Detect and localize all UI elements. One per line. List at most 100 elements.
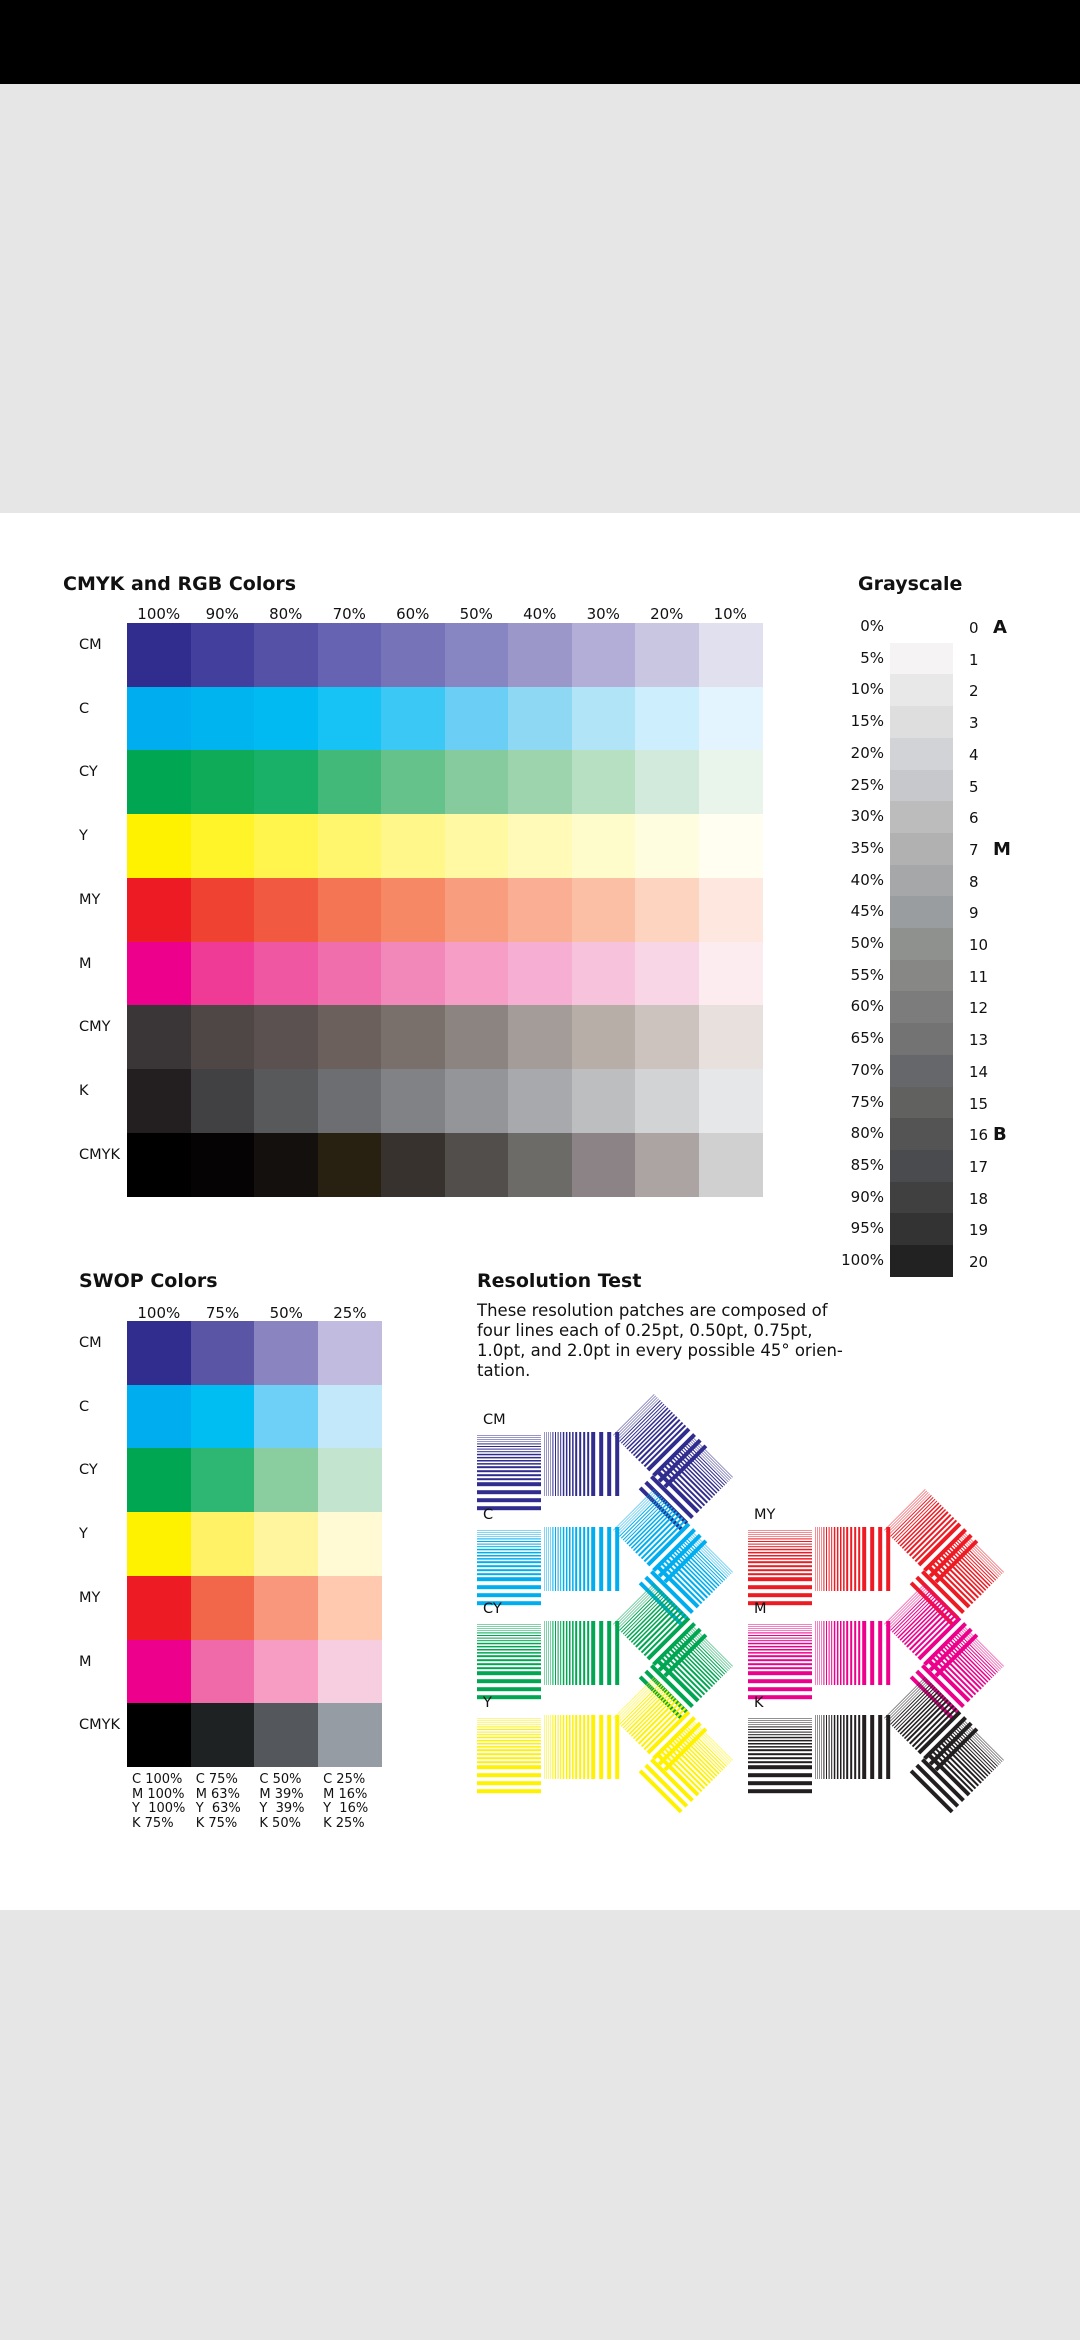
resolution-patch-label: M xyxy=(754,1601,767,1617)
swop-swatch xyxy=(190,1448,255,1513)
resolution-patch xyxy=(477,1394,733,1531)
cmyk-swatch xyxy=(254,814,319,879)
grayscale-step-number: 11 xyxy=(969,967,989,986)
swop-swatch xyxy=(190,1639,255,1704)
cmyk-swatch xyxy=(381,1068,446,1134)
swop-swatch xyxy=(190,1575,255,1641)
swop-swatch xyxy=(318,1448,383,1513)
cmyk-column-header: 60% xyxy=(396,605,430,623)
grayscale-percent-label: 95% xyxy=(850,1219,884,1238)
cmyk-swatch xyxy=(190,941,255,1006)
grayscale-step-number: 2 xyxy=(969,682,979,701)
grayscale-percent-label: 0% xyxy=(860,617,884,635)
resolution-patch-label: C xyxy=(483,1507,494,1523)
swop-ink-values: C 50% M 39% Y 39% K 50% xyxy=(259,1772,305,1831)
cmyk-swatch xyxy=(127,941,192,1006)
grayscale-swatch xyxy=(890,642,953,675)
cmyk-swatch xyxy=(254,750,319,815)
cmyk-row-label: K xyxy=(79,1082,89,1099)
swop-swatch xyxy=(127,1321,192,1386)
patch-diagonal-lines-a xyxy=(613,1677,708,1772)
grayscale-percent-label: 50% xyxy=(850,934,884,952)
cmyk-swatch xyxy=(254,877,319,943)
cmyk-swatch xyxy=(571,1005,636,1070)
cmyk-swatch xyxy=(571,623,636,688)
resolution-patch xyxy=(477,1677,733,1814)
cmyk-swatch xyxy=(317,1132,382,1197)
resolution-section-title: Resolution Test xyxy=(477,1270,642,1292)
cmyk-swatch xyxy=(698,1005,763,1070)
grayscale-marker-letter: M xyxy=(993,838,1011,860)
grayscale-swatch xyxy=(890,706,953,739)
cmyk-swatch xyxy=(635,877,700,943)
cmyk-swatch xyxy=(127,1005,192,1070)
cmyk-swatch xyxy=(571,941,636,1006)
cmyk-swatch xyxy=(444,941,509,1006)
patch-horizontal-lines xyxy=(477,1435,541,1511)
cmyk-swatch xyxy=(190,686,255,751)
cmyk-swatch xyxy=(317,623,382,688)
cmyk-swatch xyxy=(254,686,319,751)
cmyk-swatch xyxy=(508,877,573,943)
cmyk-swatch xyxy=(381,750,446,815)
grayscale-swatch xyxy=(890,1213,953,1246)
cmyk-row-label: CMY xyxy=(79,1019,111,1036)
swop-swatch xyxy=(190,1321,255,1386)
cmyk-row-label: MY xyxy=(79,891,101,908)
patch-diagonal-lines-b xyxy=(909,1719,1004,1814)
cmyk-swatch xyxy=(190,1132,255,1197)
cmyk-swatch xyxy=(381,814,446,879)
cmyk-swatch xyxy=(190,623,255,688)
cmyk-swatch xyxy=(698,623,763,688)
grayscale-percent-label: 55% xyxy=(850,965,884,984)
cmyk-swatch xyxy=(190,1068,255,1134)
resolution-patch xyxy=(748,1583,1004,1720)
swop-ink-values: C 25% M 16% Y 16% K 25% xyxy=(323,1772,369,1831)
swop-ink-values: C 75% M 63% Y 63% K 75% xyxy=(195,1772,241,1831)
cmyk-swatch xyxy=(127,686,192,751)
grayscale-swatch xyxy=(890,801,953,834)
cmyk-swatch xyxy=(381,623,446,688)
cmyk-swatch xyxy=(571,877,636,943)
patch-vertical-lines xyxy=(544,1527,620,1591)
cmyk-swatch xyxy=(381,1005,446,1070)
grayscale-step-number: 6 xyxy=(969,809,979,828)
swop-row-label: CMYK xyxy=(79,1717,121,1734)
cmyk-swatch xyxy=(635,750,700,815)
cmyk-row-label: C xyxy=(79,700,90,717)
patch-horizontal-lines xyxy=(748,1718,812,1794)
cmyk-column-header: 10% xyxy=(713,605,747,623)
cmyk-column-header: 30% xyxy=(586,605,620,623)
patch-diagonal-lines-b xyxy=(638,1719,733,1814)
patch-horizontal-lines xyxy=(748,1530,812,1606)
resolution-patch xyxy=(748,1677,1004,1814)
resolution-patch-label: Y xyxy=(483,1695,492,1711)
cmyk-swatch xyxy=(381,877,446,943)
swop-column-header: 75% xyxy=(205,1304,240,1322)
swop-swatch xyxy=(318,1321,383,1386)
patch-vertical-lines xyxy=(544,1715,620,1779)
grayscale-marker-letter: B xyxy=(993,1124,1007,1146)
swop-swatch xyxy=(254,1321,319,1386)
grayscale-swatch xyxy=(890,832,953,866)
patch-diagonal-lines-a xyxy=(613,1583,708,1678)
grayscale-percent-label: 65% xyxy=(850,1029,884,1048)
cmyk-swatch xyxy=(127,1132,192,1197)
cmyk-swatch xyxy=(254,623,319,688)
resolution-patch-label: CY xyxy=(483,1601,502,1617)
resolution-patch-label: K xyxy=(754,1695,764,1711)
patch-diagonal-lines-b xyxy=(909,1625,1004,1720)
cmyk-swatch xyxy=(698,686,763,751)
cmyk-swatch xyxy=(381,1132,446,1197)
cmyk-swatch xyxy=(635,686,700,751)
cmyk-swatch xyxy=(508,750,573,815)
cmyk-swatch xyxy=(254,941,319,1006)
grayscale-swatch xyxy=(890,1023,953,1056)
patch-diagonal-lines-a xyxy=(884,1677,979,1772)
grayscale-percent-label: 45% xyxy=(850,902,884,921)
grayscale-percent-label: 60% xyxy=(850,997,884,1016)
grayscale-percent-label: 25% xyxy=(850,775,884,794)
grayscale-step-number: 1 xyxy=(969,650,979,669)
cmyk-swatch xyxy=(127,750,192,815)
cmyk-swatch xyxy=(508,686,573,751)
